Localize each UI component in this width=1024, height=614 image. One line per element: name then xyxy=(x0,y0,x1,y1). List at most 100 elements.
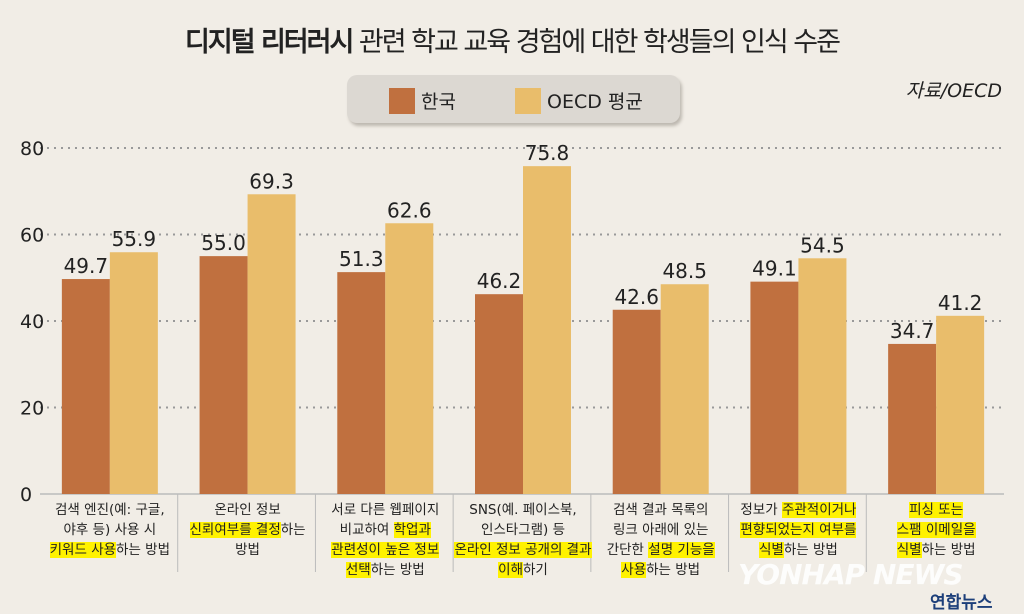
label-text: 간단한 xyxy=(606,542,649,558)
highlighted-text: 스팸 이메일을 xyxy=(896,522,976,538)
x-label-line: 사용하는 방법 xyxy=(591,560,731,580)
bar-korea xyxy=(750,281,799,494)
x-label-line: 식별하는 방법 xyxy=(728,540,868,560)
label-text: 하는 xyxy=(280,522,306,538)
label-text: 하는 방법 xyxy=(370,562,425,578)
highlighted-text: 식별 xyxy=(759,542,784,558)
highlighted-text: 선택 xyxy=(345,562,371,578)
legend-item-korea: 한국 xyxy=(389,87,456,114)
legend-swatch-korea xyxy=(389,87,415,114)
bar-oecd xyxy=(247,194,296,494)
legend-label-oecd: OECD 평균 xyxy=(547,91,643,113)
bar-korea xyxy=(612,309,661,494)
data-label: 41.2 xyxy=(938,291,983,315)
highlighted-text: 학업과 xyxy=(393,522,431,538)
x-label-line: 검색 엔진(예: 구글, xyxy=(40,500,180,520)
label-text: 검색 결과 목록의 xyxy=(612,502,709,518)
bar-oecd xyxy=(385,223,434,494)
x-label-line: 편향되었는지 여부를 xyxy=(728,520,868,540)
data-label: 69.3 xyxy=(249,169,294,193)
x-label-line: 관련성이 높은 정보 xyxy=(315,540,455,560)
label-text: 하는 방법 xyxy=(646,562,701,578)
highlighted-text: 주관적이거나 xyxy=(781,502,857,518)
x-label-line: 선택하는 방법 xyxy=(315,560,455,580)
x-label-line: 피싱 또는 xyxy=(866,500,1006,520)
legend-swatch-oecd xyxy=(515,87,541,114)
x-label-line: 비교하여 학업과 xyxy=(315,520,455,540)
data-label: 54.5 xyxy=(800,233,845,257)
x-tick-label: 검색 결과 목록의 링크 아래에 있는 간단한 설명 기능을 사용하는 방법 xyxy=(591,500,731,580)
bar-oecd xyxy=(798,258,847,494)
label-text: 야후 등) 사용 시 xyxy=(63,522,157,538)
data-label: 46.2 xyxy=(477,269,522,293)
label-text: 서로 다른 웹페이지 xyxy=(331,502,440,518)
y-tick-label: 60 xyxy=(20,225,44,247)
x-label-line: 스팸 이메일을 xyxy=(866,520,1006,540)
label-text: SNS(예. 페이스북, xyxy=(469,502,577,518)
label-text: 검색 엔진(예: 구글, xyxy=(55,502,165,518)
x-tick-label: 온라인 정보 신뢰여부를 결정하는 방법 xyxy=(178,500,318,560)
chart-title: 디지털 리터러시 관련 학교 교육 경험에 대한 학생들의 인식 수준 xyxy=(0,20,1024,59)
x-label-line: 방법 xyxy=(178,540,318,560)
x-label-line: 이해하기 xyxy=(453,560,593,580)
bar-korea xyxy=(61,279,110,494)
highlighted-text: 사용 xyxy=(621,562,647,578)
highlighted-text: 관련성이 높은 정보 xyxy=(331,542,440,558)
x-label-line: 키워드 사용하는 방법 xyxy=(40,540,180,560)
logo-yonhap: 연합뉴스 xyxy=(930,593,993,613)
y-tick-label: 0 xyxy=(20,484,32,506)
bar-korea xyxy=(199,256,248,494)
label-text: 비교하여 xyxy=(339,522,394,538)
y-tick-label: 40 xyxy=(20,311,44,333)
bar-korea xyxy=(337,272,386,494)
label-text: 하는 방법 xyxy=(921,542,976,558)
legend: 한국 OECD 평균 xyxy=(347,75,680,123)
x-label-line: 검색 결과 목록의 xyxy=(591,500,731,520)
highlighted-text: 이해 xyxy=(498,562,523,578)
highlighted-text: 피싱 또는 xyxy=(909,502,964,518)
highlighted-text: 신뢰여부를 결정 xyxy=(189,522,281,538)
y-tick-label: 80 xyxy=(20,138,44,160)
data-label: 49.1 xyxy=(752,257,797,281)
x-label-line: 온라인 정보 공개의 결과 xyxy=(453,540,593,560)
highlighted-text: 온라인 정보 공개의 결과 xyxy=(454,542,592,558)
x-label-line: 정보가 주관적이거나 xyxy=(728,500,868,520)
highlighted-text: 식별 xyxy=(896,542,922,558)
highlighted-text: 키워드 사용 xyxy=(49,542,117,558)
y-tick-label: 20 xyxy=(20,398,44,420)
x-label-line: 인스타그램) 등 xyxy=(453,520,593,540)
data-label: 55.9 xyxy=(112,227,157,251)
title-rest: 관련 학교 교육 경험에 대한 학생들의 인식 수준 xyxy=(358,27,841,58)
data-label: 62.6 xyxy=(387,198,432,222)
label-text: 하기 xyxy=(523,562,548,578)
legend-label-korea: 한국 xyxy=(421,91,456,113)
label-text: 링크 아래에 있는 xyxy=(612,522,709,538)
bar-korea xyxy=(475,294,523,494)
x-label-line: SNS(예. 페이스북, xyxy=(453,500,593,520)
data-label: 42.6 xyxy=(614,285,659,309)
highlighted-text: 설명 기능을 xyxy=(648,542,715,558)
highlighted-text: 편향되었는지 여부를 xyxy=(740,522,857,538)
bar-oecd xyxy=(936,315,985,494)
data-label: 75.8 xyxy=(525,141,570,165)
data-label: 48.5 xyxy=(662,259,707,283)
data-label: 49.7 xyxy=(64,254,109,278)
bar-oecd xyxy=(660,284,709,494)
x-label-line: 서로 다른 웹페이지 xyxy=(315,500,455,520)
x-label-line: 신뢰여부를 결정하는 xyxy=(178,520,318,540)
x-label-line: 링크 아래에 있는 xyxy=(591,520,731,540)
legend-item-oecd: OECD 평균 xyxy=(515,87,643,114)
bar-oecd xyxy=(523,166,571,495)
source-label: 자료/OECD xyxy=(905,80,1002,102)
x-label-line: 온라인 정보 xyxy=(178,500,318,520)
x-label-line: 야후 등) 사용 시 xyxy=(40,520,180,540)
watermark-yonhap: YONHAP NEWS xyxy=(738,558,963,591)
label-text: 정보가 xyxy=(740,502,782,518)
label-text: 온라인 정보 xyxy=(214,502,281,518)
